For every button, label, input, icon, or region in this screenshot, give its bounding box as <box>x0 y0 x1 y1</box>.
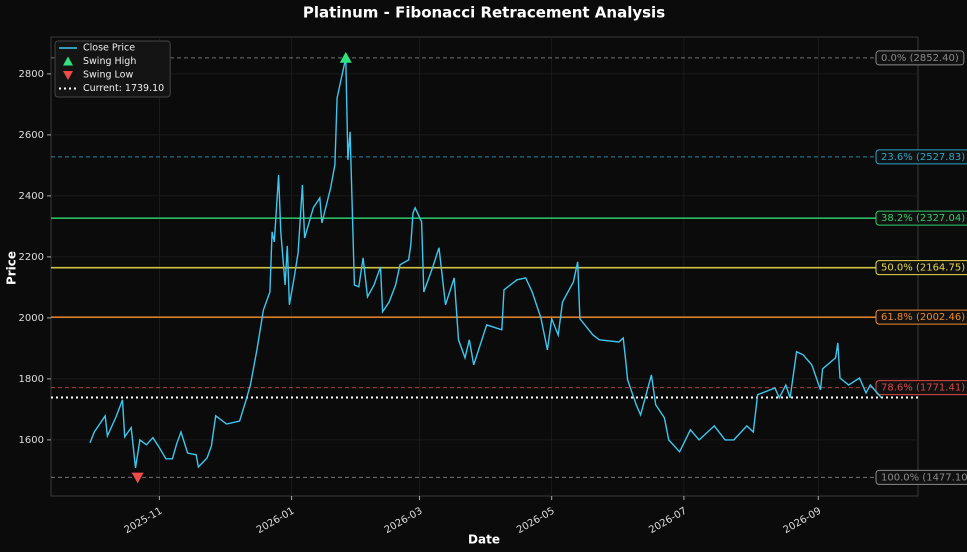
fib-label: 78.6% (1771.41) <box>881 383 965 394</box>
chart-title: Platinum - Fibonacci Retracement Analysi… <box>303 4 665 22</box>
fib-label-box <box>875 309 967 325</box>
fib-label-box <box>875 149 967 165</box>
legend: Close Price Swing High Swing Low Current: 1… <box>54 40 171 98</box>
legend-label: Swing Low <box>83 70 133 81</box>
y-tick-label: 1600 <box>19 435 44 446</box>
fib-label-box <box>875 50 965 66</box>
swing-marker <box>339 51 352 63</box>
legend-label: Current: 1739.10 <box>83 83 164 94</box>
legend-label: Swing High <box>83 56 136 67</box>
fib-label: 100.0% (1477.10) <box>881 472 967 483</box>
fib-label-box <box>875 210 967 226</box>
fib-label-box <box>875 380 967 396</box>
legend-swatch <box>63 71 73 80</box>
swing-marker <box>131 472 144 484</box>
x-axis-label: Date <box>468 533 500 547</box>
fib-label-box <box>875 469 967 485</box>
fib-label: 50.0% (2164.75) <box>881 263 965 274</box>
y-tick-label: 2800 <box>19 69 44 80</box>
y-tick-label: 2600 <box>19 130 44 141</box>
y-axis-label: Price <box>5 251 19 285</box>
y-tick-label: 1800 <box>19 374 44 385</box>
legend-swatch <box>63 56 73 66</box>
fib-label: 38.2% (2327.04) <box>881 213 965 224</box>
fib-label: 61.8% (2002.46) <box>881 312 965 323</box>
price-line <box>89 57 882 469</box>
y-tick-label: 2400 <box>19 191 44 202</box>
plot-area <box>50 36 919 497</box>
fib-label: 0.0% (2852.40) <box>881 53 959 64</box>
fib-label-box <box>875 260 967 276</box>
legend-box <box>54 40 171 98</box>
fib-label: 23.6% (2527.83) <box>881 152 965 163</box>
y-tick-label: 2200 <box>19 252 44 263</box>
legend-label: Close Price <box>83 43 135 54</box>
y-tick-label: 2000 <box>19 313 44 324</box>
